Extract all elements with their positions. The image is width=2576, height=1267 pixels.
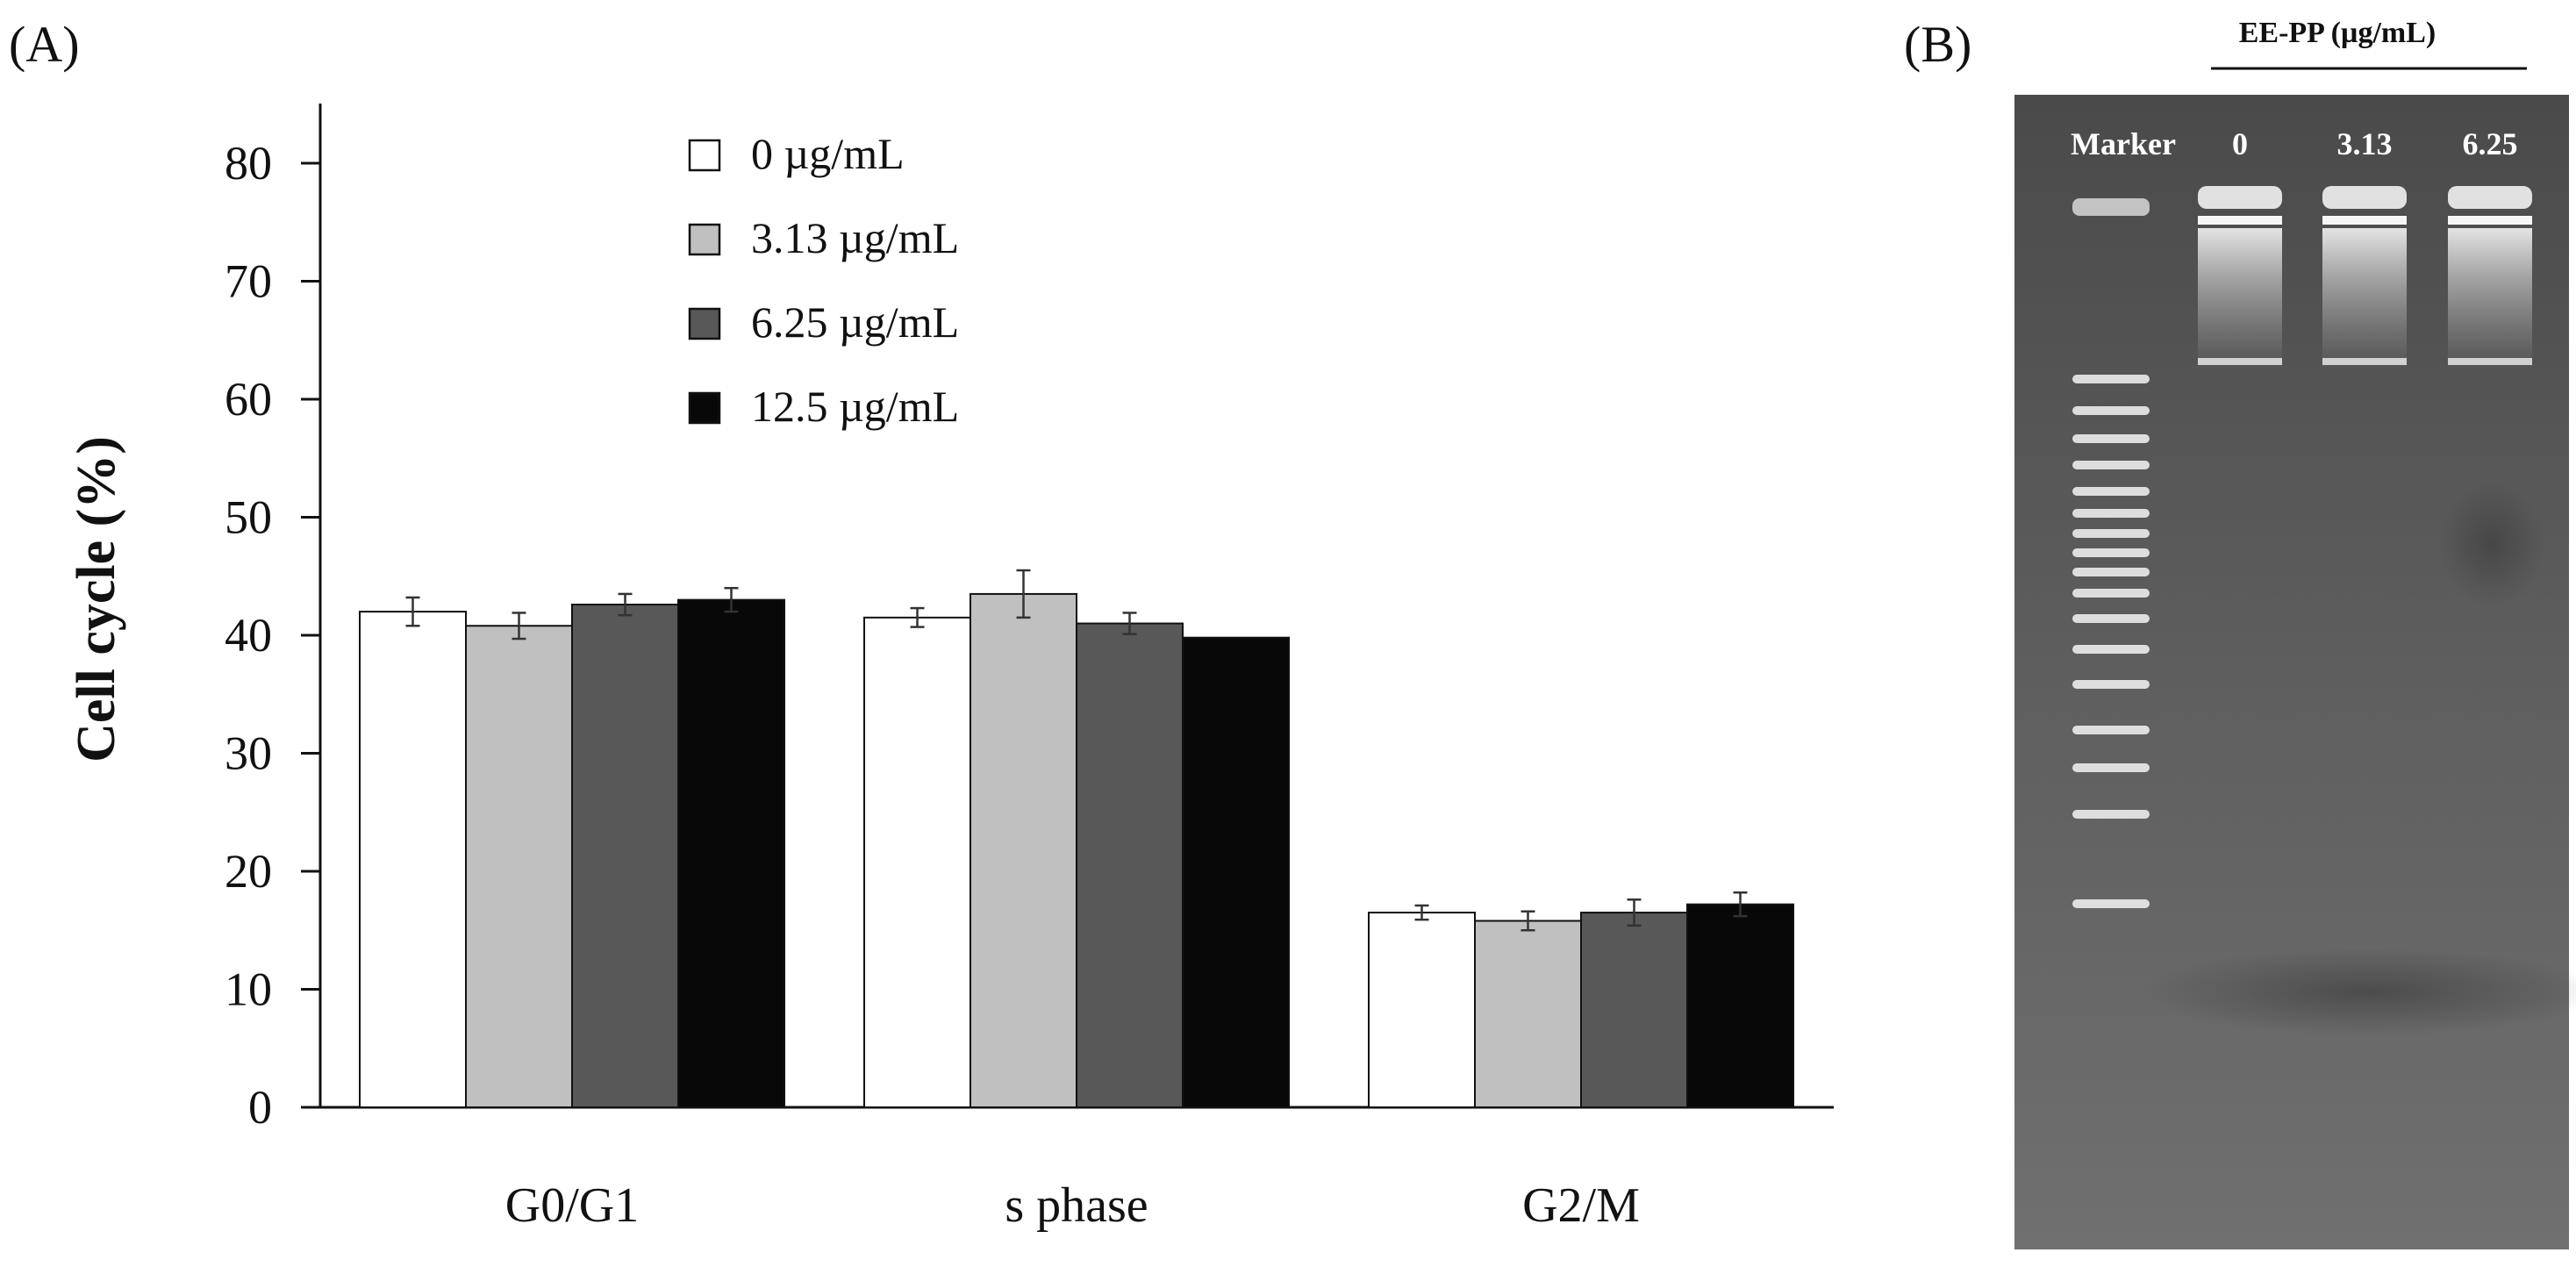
error-bar bbox=[1733, 891, 1748, 918]
category-label: s phase bbox=[1005, 1178, 1148, 1233]
y-tick-label: 60 bbox=[225, 373, 272, 426]
y-tick-label: 80 bbox=[225, 137, 272, 190]
y-tick-label: 20 bbox=[225, 845, 272, 898]
error-bar bbox=[1016, 569, 1031, 619]
sample-smear bbox=[2448, 228, 2532, 369]
error-bar bbox=[1521, 910, 1535, 932]
legend-label: 3.13 µg/mL bbox=[751, 213, 959, 262]
y-tick-label: 50 bbox=[225, 491, 272, 544]
gel-lane-label: 6.25 bbox=[2463, 126, 2518, 161]
marker-band bbox=[2072, 645, 2150, 654]
sample-lane bbox=[2198, 186, 2282, 369]
bar-12.5-G2/M bbox=[1686, 903, 1794, 1109]
marker-band bbox=[2072, 461, 2150, 469]
error-bar bbox=[618, 592, 633, 617]
panel-b-label: (B) bbox=[1904, 16, 1971, 73]
legend-swatch bbox=[688, 391, 721, 425]
marker-band bbox=[2072, 487, 2150, 496]
sample-well bbox=[2322, 186, 2407, 209]
category-label: G2/M bbox=[1522, 1178, 1640, 1233]
marker-band bbox=[2072, 568, 2150, 576]
error-bar bbox=[1122, 612, 1137, 635]
marker-band bbox=[2072, 406, 2150, 415]
sample-smear bbox=[2198, 228, 2282, 369]
error-bar bbox=[724, 586, 739, 613]
y-tick-label: 30 bbox=[225, 727, 272, 780]
error-bar bbox=[910, 606, 925, 628]
bars bbox=[359, 569, 1794, 1109]
marker-band bbox=[2072, 548, 2150, 557]
sample-well bbox=[2198, 186, 2282, 209]
sample-band bbox=[2448, 358, 2532, 365]
gel-lane-label: 3.13 bbox=[2337, 126, 2393, 161]
error-bar bbox=[405, 596, 420, 627]
bar-3.13-s phase bbox=[970, 592, 1077, 1108]
gel-dark-spot bbox=[2439, 483, 2544, 605]
gel-low-smear bbox=[2141, 948, 2576, 1035]
sample-band bbox=[2322, 358, 2407, 365]
category-labels: G0/G1 s phase G2/M bbox=[505, 1178, 1640, 1233]
y-ticks: 0 10 20 30 40 50 60 70 80 bbox=[225, 137, 320, 1134]
marker-band bbox=[2072, 589, 2150, 598]
sample-band bbox=[2198, 216, 2282, 225]
gel-title: EE-PP (µg/mL) bbox=[2239, 17, 2436, 49]
legend: 0 µg/mL 3.13 µg/mL 6.25 µg/mL 12.5 µg/mL bbox=[688, 129, 959, 431]
bar-3.13-G2/M bbox=[1474, 920, 1582, 1108]
sample-smear bbox=[2322, 228, 2407, 369]
marker-band bbox=[2072, 680, 2150, 689]
legend-swatch bbox=[688, 223, 721, 256]
marker-band bbox=[2072, 529, 2150, 538]
marker-band bbox=[2072, 509, 2150, 518]
bar-3.13-G0/G1 bbox=[465, 625, 573, 1108]
marker-ladder bbox=[2072, 198, 2150, 908]
gel-panel: EE-PP (µg/mL) Marker 0 3.13 6.25 bbox=[2014, 17, 2576, 1249]
bar-6.25-s phase bbox=[1076, 622, 1184, 1108]
y-tick-label: 40 bbox=[225, 609, 272, 662]
sample-well bbox=[2448, 186, 2532, 209]
bar-6.25-G2/M bbox=[1580, 912, 1688, 1108]
legend-swatch bbox=[688, 139, 721, 172]
sample-band bbox=[2198, 358, 2282, 365]
sample-lanes bbox=[2198, 186, 2532, 369]
bar-0-G0/G1 bbox=[359, 611, 467, 1108]
panel-a-label: (A) bbox=[9, 16, 80, 73]
error-bar bbox=[512, 612, 526, 641]
bar-0-G2/M bbox=[1368, 912, 1476, 1108]
error-bar bbox=[1627, 898, 1642, 927]
marker-band bbox=[2072, 726, 2150, 734]
sample-band bbox=[2322, 216, 2407, 225]
y-tick-label: 0 bbox=[248, 1081, 272, 1134]
legend-label: 12.5 µg/mL bbox=[751, 382, 959, 431]
sample-lane bbox=[2322, 186, 2407, 369]
marker-well bbox=[2072, 198, 2150, 216]
marker-band bbox=[2072, 810, 2150, 819]
y-tick-label: 70 bbox=[225, 255, 272, 308]
marker-band bbox=[2072, 434, 2150, 443]
legend-swatch bbox=[688, 307, 721, 340]
legend-label: 6.25 µg/mL bbox=[751, 297, 959, 347]
gel-lane-label: 0 bbox=[2232, 126, 2248, 161]
marker-band bbox=[2072, 899, 2150, 908]
gel-lane-label: Marker bbox=[2071, 126, 2176, 161]
bar-12.5-G0/G1 bbox=[677, 598, 785, 1108]
sample-lane bbox=[2448, 186, 2532, 369]
sample-band bbox=[2448, 216, 2532, 225]
legend-label: 0 µg/mL bbox=[751, 129, 905, 178]
marker-band bbox=[2072, 375, 2150, 383]
bar-chart: Cell cycle (%) 0 10 20 30 40 50 60 70 80 G0/G1 s … bbox=[67, 104, 1834, 1233]
bar-0-s phase bbox=[863, 616, 971, 1108]
gel-lane-labels: Marker 0 3.13 6.25 bbox=[2071, 126, 2517, 161]
error-bar bbox=[1414, 904, 1429, 921]
marker-band bbox=[2072, 763, 2150, 772]
bar-6.25-G0/G1 bbox=[571, 604, 679, 1108]
category-label: G0/G1 bbox=[505, 1178, 639, 1233]
y-axis-label: Cell cycle (%) bbox=[67, 436, 126, 762]
marker-band bbox=[2072, 614, 2150, 623]
y-tick-label: 10 bbox=[225, 963, 272, 1016]
bar-12.5-s phase bbox=[1182, 636, 1290, 1108]
